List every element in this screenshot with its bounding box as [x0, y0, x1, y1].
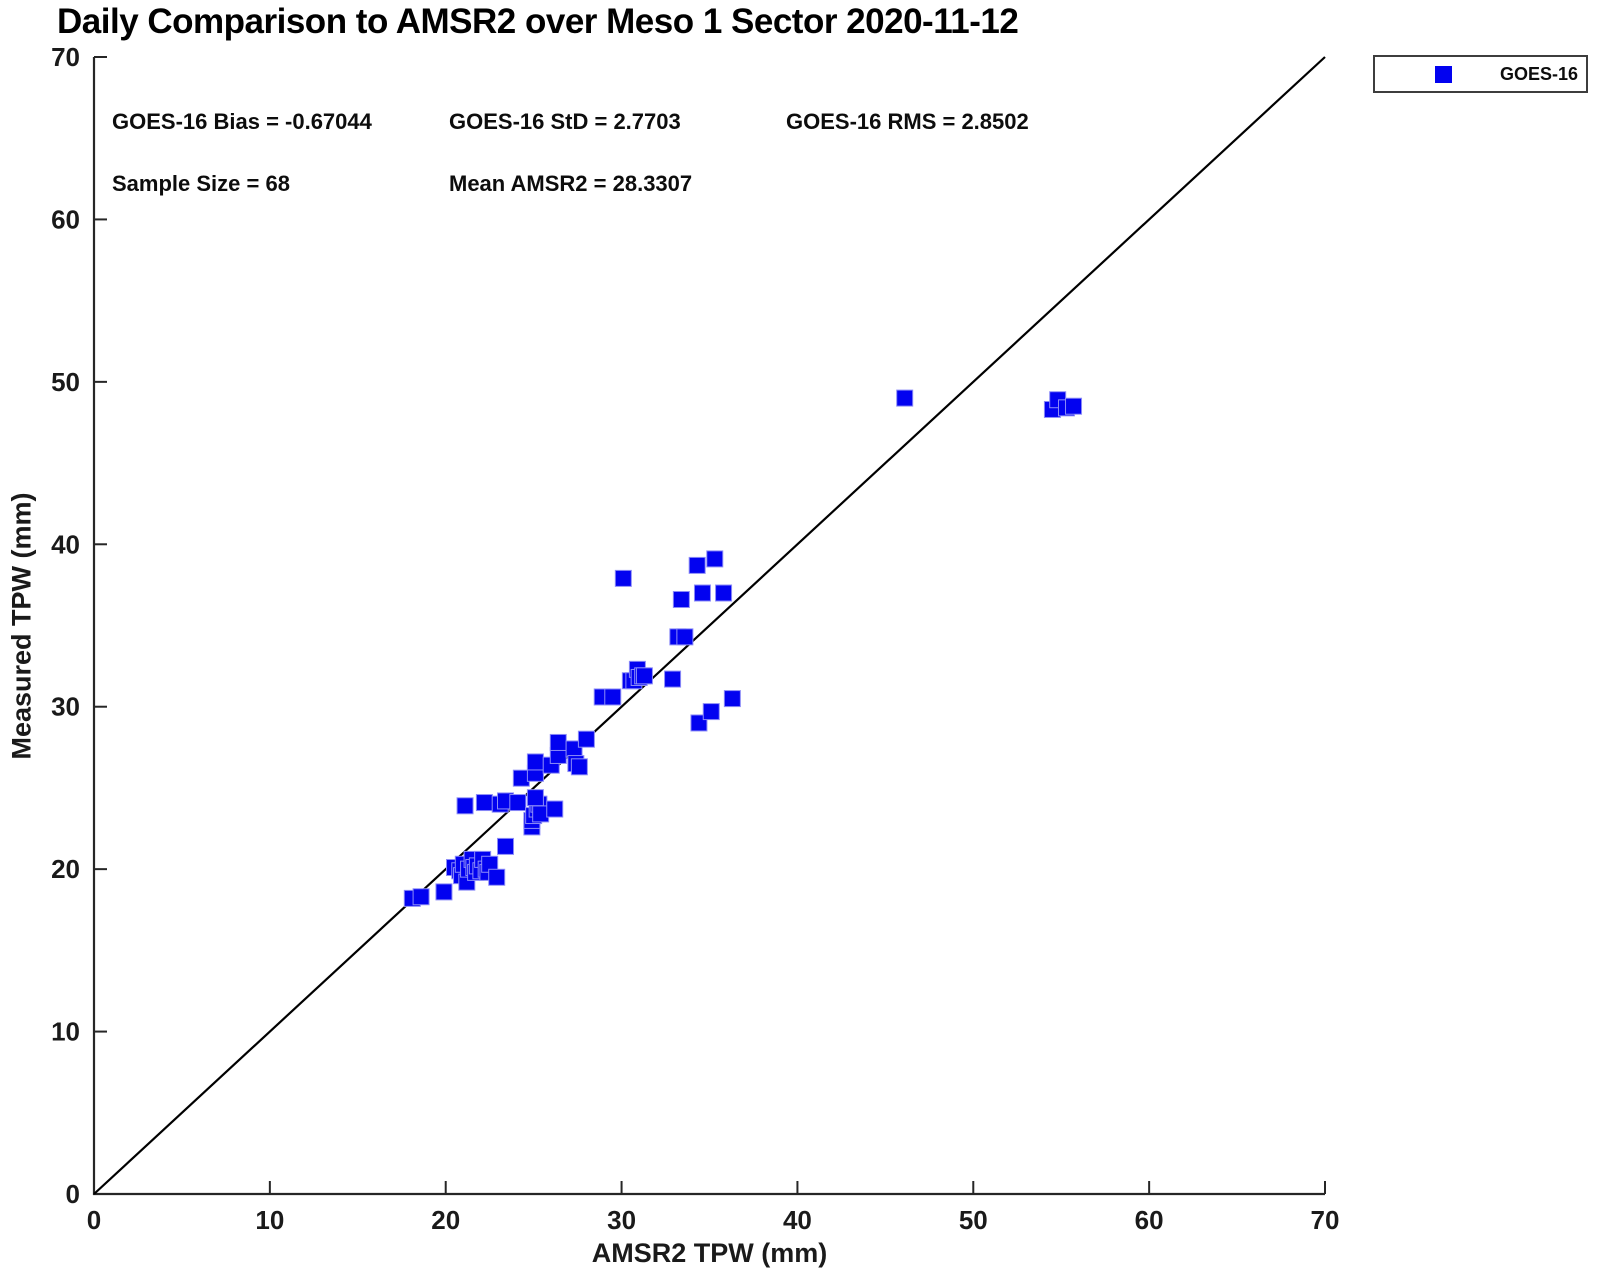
- scatter-point: [577, 730, 595, 748]
- x-tick-label: 10: [255, 1205, 284, 1235]
- legend-label: GOES-16: [1500, 63, 1579, 84]
- scatter-point: [1065, 397, 1083, 415]
- scatter-point: [435, 883, 453, 901]
- one-to-one-line: [93, 56, 1326, 1195]
- y-tick-label: 0: [66, 1179, 80, 1209]
- stat-std: GOES-16 StD = 2.7703: [449, 109, 681, 134]
- y-tick-label: 50: [51, 367, 80, 397]
- y-tick-label: 30: [51, 692, 80, 722]
- scatter-point: [702, 703, 720, 721]
- y-tick-label: 40: [51, 529, 80, 559]
- legend-marker-icon: [1435, 65, 1452, 83]
- scatter-point: [604, 688, 622, 706]
- y-axis-label: Measured TPW (mm): [6, 492, 37, 760]
- y-tick-label: 70: [51, 42, 80, 72]
- stat-rms: GOES-16 RMS = 2.8502: [786, 109, 1029, 134]
- x-tick-label: 30: [607, 1205, 636, 1235]
- x-tick-label: 40: [783, 1205, 812, 1235]
- scatter-point: [526, 789, 544, 807]
- scatter-point: [693, 584, 711, 602]
- scatter-point: [412, 888, 430, 906]
- x-axis-label: AMSR2 TPW (mm): [591, 1238, 828, 1268]
- scatter-point: [526, 753, 544, 771]
- scatter-point: [672, 591, 690, 609]
- scatter-point: [676, 628, 694, 646]
- chart-title: Daily Comparison to AMSR2 over Meso 1 Se…: [57, 2, 1019, 41]
- stat-mean-amsr2: Mean AMSR2 = 28.3307: [449, 171, 693, 196]
- scatter-point: [635, 667, 653, 685]
- x-tick-label: 70: [1311, 1205, 1340, 1235]
- scatter-point: [570, 758, 588, 776]
- x-tick-label: 50: [959, 1205, 988, 1235]
- legend-box: GOES-16: [1373, 55, 1588, 93]
- y-tick-label: 60: [51, 204, 80, 234]
- scatter-point: [706, 550, 724, 568]
- scatter-point: [664, 670, 682, 688]
- scatter-point: [688, 556, 706, 574]
- x-tick-label: 60: [1135, 1205, 1164, 1235]
- scatter-point: [475, 794, 493, 812]
- scatter-point: [614, 569, 632, 587]
- y-tick-label: 10: [51, 1017, 80, 1047]
- scatter-point: [549, 733, 567, 751]
- stat-sample-size: Sample Size = 68: [112, 171, 290, 196]
- x-tick-label: 0: [87, 1205, 101, 1235]
- scatter-point: [723, 690, 741, 708]
- scatter-point: [497, 837, 515, 855]
- scatter-point: [488, 868, 506, 886]
- x-tick-label: 20: [431, 1205, 460, 1235]
- scatter-point: [546, 800, 564, 818]
- scatter-point: [509, 794, 527, 812]
- scatter-point: [715, 584, 733, 602]
- scatter-point: [896, 389, 914, 407]
- y-tick-label: 20: [51, 854, 80, 884]
- stat-bias: GOES-16 Bias = -0.67044: [112, 109, 372, 134]
- scatter-point: [456, 797, 474, 815]
